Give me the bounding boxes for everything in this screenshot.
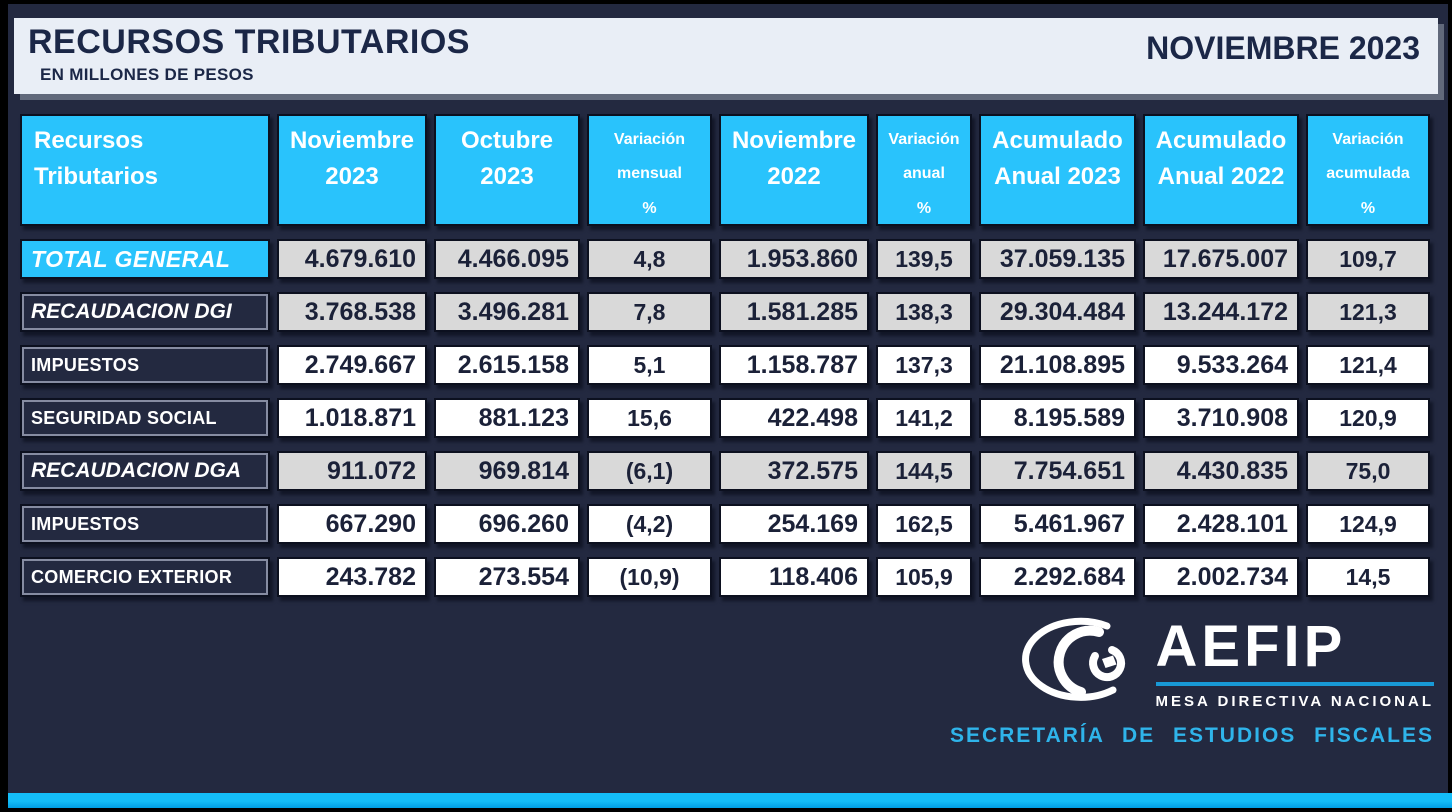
- page-title: RECURSOS TRIBUTARIOS: [28, 23, 470, 61]
- cell-seguridad-social-oct2023: 881.123: [434, 398, 580, 438]
- col-header-variacion-acumulada: Variación acumulada %: [1306, 114, 1430, 226]
- tax-resources-table: Recursos Tributarios Noviembre 2023 Octu…: [20, 114, 1434, 597]
- cell-impuestos-dgi-acum2022: 9.533.264: [1143, 345, 1299, 385]
- report-period: NOVIEMBRE 2023: [1146, 30, 1420, 66]
- cell-comercio-exterior-var-mensual: (10,9): [587, 557, 712, 597]
- col-header-variacion-mensual: Variación mensual %: [587, 114, 712, 226]
- col-header-recursos-tributarios: Recursos Tributarios: [20, 114, 270, 226]
- cell-recaudacion-dga-oct2023: 969.814: [434, 451, 580, 491]
- row-label-impuestos-dga: IMPUESTOS: [20, 504, 270, 544]
- cell-comercio-exterior-var-anual: 105,9: [876, 557, 972, 597]
- cell-recaudacion-dga-nov2022: 372.575: [719, 451, 869, 491]
- row-label-seguridad-social: SEGURIDAD SOCIAL: [20, 398, 270, 438]
- cell-seguridad-social-acum2023: 8.195.589: [979, 398, 1136, 438]
- aefip-brand-subtitle: MESA DIRECTIVA NACIONAL: [1155, 693, 1434, 710]
- page-subtitle: EN MILLONES DE PESOS: [40, 65, 254, 85]
- aefip-brand-block: AEFIP MESA DIRECTIVA NACIONAL: [1155, 618, 1434, 710]
- cell-seguridad-social-nov2022: 422.498: [719, 398, 869, 438]
- cell-total-general-oct2023: 4.466.095: [434, 239, 580, 279]
- cell-impuestos-dgi-var-mensual: 5,1: [587, 345, 712, 385]
- cell-recaudacion-dga-var-acumulada: 75,0: [1306, 451, 1430, 491]
- cell-recaudacion-dgi-acum2022: 13.244.172: [1143, 292, 1299, 332]
- cell-total-general-var-acumulada: 109,7: [1306, 239, 1430, 279]
- cell-recaudacion-dgi-nov2022: 1.581.285: [719, 292, 869, 332]
- row-label-recaudacion-dgi: RECAUDACION DGI: [20, 292, 270, 332]
- cell-seguridad-social-var-anual: 141,2: [876, 398, 972, 438]
- cell-recaudacion-dgi-var-anual: 138,3: [876, 292, 972, 332]
- col-header-acumulado-2022: Acumulado Anual 2022: [1143, 114, 1299, 226]
- cell-total-general-nov2022: 1.953.860: [719, 239, 869, 279]
- page-background: RECURSOS TRIBUTARIOS EN MILLONES DE PESO…: [8, 4, 1448, 793]
- aefip-brand-name: AEFIP: [1155, 618, 1434, 686]
- cell-seguridad-social-var-acumulada: 120,9: [1306, 398, 1430, 438]
- aefip-eye-icon: [1021, 617, 1125, 701]
- bottom-accent-bar: [8, 793, 1452, 808]
- title-block: RECURSOS TRIBUTARIOS EN MILLONES DE PESO…: [28, 23, 470, 94]
- col-header-noviembre-2022: Noviembre 2022: [719, 114, 869, 226]
- cell-impuestos-dga-var-mensual: (4,2): [587, 504, 712, 544]
- cell-impuestos-dga-acum2023: 5.461.967: [979, 504, 1136, 544]
- cell-impuestos-dgi-nov2022: 1.158.787: [719, 345, 869, 385]
- col-header-variacion-anual: Variación anual %: [876, 114, 972, 226]
- cell-impuestos-dgi-var-acumulada: 121,4: [1306, 345, 1430, 385]
- aefip-logo-row: AEFIP MESA DIRECTIVA NACIONAL: [1018, 616, 1434, 712]
- cell-comercio-exterior-acum2023: 2.292.684: [979, 557, 1136, 597]
- cell-impuestos-dgi-nov2023: 2.749.667: [277, 345, 427, 385]
- cell-total-general-acum2023: 37.059.135: [979, 239, 1136, 279]
- cell-recaudacion-dgi-nov2023: 3.768.538: [277, 292, 427, 332]
- cell-recaudacion-dgi-acum2023: 29.304.484: [979, 292, 1136, 332]
- cell-recaudacion-dga-acum2023: 7.754.651: [979, 451, 1136, 491]
- cell-impuestos-dga-nov2022: 254.169: [719, 504, 869, 544]
- cell-total-general-nov2023: 4.679.610: [277, 239, 427, 279]
- cell-recaudacion-dgi-var-mensual: 7,8: [587, 292, 712, 332]
- col-header-noviembre-2023: Noviembre 2023: [277, 114, 427, 226]
- cell-total-general-acum2022: 17.675.007: [1143, 239, 1299, 279]
- cell-seguridad-social-var-mensual: 15,6: [587, 398, 712, 438]
- row-label-comercio-exterior: COMERCIO EXTERIOR: [20, 557, 270, 597]
- cell-seguridad-social-acum2022: 3.710.908: [1143, 398, 1299, 438]
- cell-comercio-exterior-var-acumulada: 14,5: [1306, 557, 1430, 597]
- cell-impuestos-dga-nov2023: 667.290: [277, 504, 427, 544]
- cell-seguridad-social-nov2023: 1.018.871: [277, 398, 427, 438]
- col-header-acumulado-2023: Acumulado Anual 2023: [979, 114, 1136, 226]
- cell-impuestos-dga-acum2022: 2.428.101: [1143, 504, 1299, 544]
- cell-impuestos-dga-var-acumulada: 124,9: [1306, 504, 1430, 544]
- cell-recaudacion-dga-acum2022: 4.430.835: [1143, 451, 1299, 491]
- cell-impuestos-dga-oct2023: 696.260: [434, 504, 580, 544]
- cell-impuestos-dgi-acum2023: 21.108.895: [979, 345, 1136, 385]
- cell-total-general-var-anual: 139,5: [876, 239, 972, 279]
- cell-impuestos-dgi-var-anual: 137,3: [876, 345, 972, 385]
- cell-total-general-var-mensual: 4,8: [587, 239, 712, 279]
- cell-recaudacion-dgi-oct2023: 3.496.281: [434, 292, 580, 332]
- cell-recaudacion-dga-var-mensual: (6,1): [587, 451, 712, 491]
- secretaria-estudios-fiscales-label: SECRETARÍA DE ESTUDIOS FISCALES: [949, 724, 1434, 747]
- cell-impuestos-dga-var-anual: 162,5: [876, 504, 972, 544]
- title-banner: RECURSOS TRIBUTARIOS EN MILLONES DE PESO…: [14, 18, 1438, 94]
- cell-recaudacion-dga-nov2023: 911.072: [277, 451, 427, 491]
- row-label-total-general: TOTAL GENERAL: [20, 239, 270, 279]
- cell-impuestos-dgi-oct2023: 2.615.158: [434, 345, 580, 385]
- cell-comercio-exterior-nov2023: 243.782: [277, 557, 427, 597]
- aefip-logo: AEFIP MESA DIRECTIVA NACIONAL SECRETARÍA…: [950, 616, 1434, 748]
- cell-comercio-exterior-oct2023: 273.554: [434, 557, 580, 597]
- row-label-recaudacion-dga: RECAUDACION DGA: [20, 451, 270, 491]
- cell-comercio-exterior-nov2022: 118.406: [719, 557, 869, 597]
- col-header-octubre-2023: Octubre 2023: [434, 114, 580, 226]
- cell-comercio-exterior-acum2022: 2.002.734: [1143, 557, 1299, 597]
- cell-recaudacion-dga-var-anual: 144,5: [876, 451, 972, 491]
- row-label-impuestos-dgi: IMPUESTOS: [20, 345, 270, 385]
- cell-recaudacion-dgi-var-acumulada: 121,3: [1306, 292, 1430, 332]
